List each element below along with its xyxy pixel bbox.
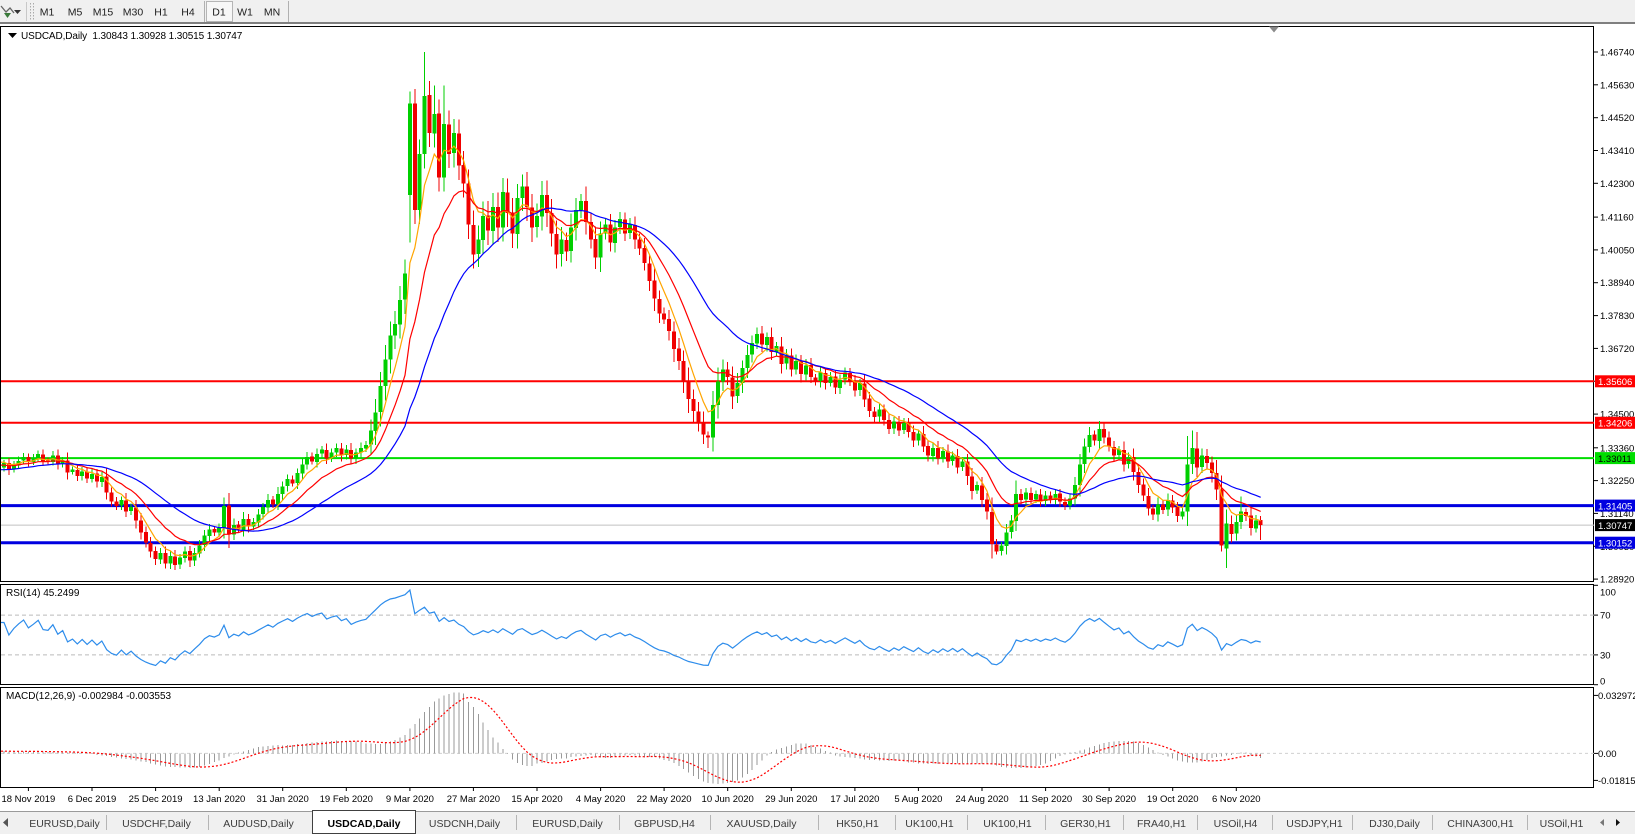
svg-text:EURUSD,Daily: EURUSD,Daily [29,818,100,830]
svg-text:70: 70 [1600,611,1611,622]
svg-text:1.43410: 1.43410 [1600,146,1634,157]
svg-text:USDJPY,H1: USDJPY,H1 [1286,818,1343,830]
svg-text:EURUSD,Daily: EURUSD,Daily [532,818,603,830]
svg-text:4 May 2020: 4 May 2020 [576,794,626,805]
svg-text:30 Sep 2020: 30 Sep 2020 [1082,794,1136,805]
svg-text:1.31405: 1.31405 [1598,501,1632,512]
svg-text:UK100,H1: UK100,H1 [983,818,1032,830]
svg-text:19 Feb 2020: 19 Feb 2020 [320,794,373,805]
svg-text:H1: H1 [154,7,168,19]
svg-text:1.33360: 1.33360 [1600,443,1634,454]
svg-text:22 May 2020: 22 May 2020 [637,794,692,805]
svg-text:30: 30 [1600,650,1611,661]
svg-text:MN: MN [264,7,280,19]
svg-text:10 Jun 2020: 10 Jun 2020 [702,794,754,805]
svg-text:M1: M1 [40,7,55,19]
svg-text:1.33011: 1.33011 [1598,454,1632,465]
svg-text:USDCAD,Daily 1.30843 1.30928: USDCAD,Daily 1.30843 1.30928 1.30515 1.3… [21,31,243,42]
svg-text:DJ30,Daily: DJ30,Daily [1369,818,1421,830]
svg-text:6 Dec 2019: 6 Dec 2019 [68,794,117,805]
svg-text:27 Mar 2020: 27 Mar 2020 [447,794,500,805]
svg-text:1.44520: 1.44520 [1600,113,1634,124]
svg-text:MACD(12,26,9) -0.002984 -0.003: MACD(12,26,9) -0.002984 -0.003553 [6,691,172,702]
svg-text:USDCHF,Daily: USDCHF,Daily [122,818,192,830]
svg-text:GER30,H1: GER30,H1 [1060,818,1111,830]
svg-text:0: 0 [1600,677,1605,688]
svg-text:M5: M5 [68,7,83,19]
svg-text:6 Nov 2020: 6 Nov 2020 [1212,794,1261,805]
svg-text:M30: M30 [123,7,144,19]
svg-text:18 Nov 2019: 18 Nov 2019 [1,794,55,805]
svg-text:31 Jan 2020: 31 Jan 2020 [257,794,309,805]
svg-text:HK50,H1: HK50,H1 [836,818,879,830]
svg-text:25 Dec 2019: 25 Dec 2019 [129,794,183,805]
svg-text:AUDUSD,Daily: AUDUSD,Daily [223,818,294,830]
svg-text:15 Apr 2020: 15 Apr 2020 [511,794,562,805]
svg-text:1.41160: 1.41160 [1600,213,1634,224]
svg-text:USOil,H1: USOil,H1 [1540,818,1584,830]
svg-text:5 Aug 2020: 5 Aug 2020 [894,794,942,805]
svg-text:1.30747: 1.30747 [1598,521,1632,532]
svg-text:USOil,H4: USOil,H4 [1214,818,1258,830]
svg-text:1.35606: 1.35606 [1598,377,1632,388]
svg-text:1.45630: 1.45630 [1600,80,1634,91]
svg-text:17 Jul 2020: 17 Jul 2020 [830,794,879,805]
svg-text:1.37830: 1.37830 [1600,311,1634,322]
svg-text:D1: D1 [212,7,226,19]
svg-text:19 Oct 2020: 19 Oct 2020 [1147,794,1199,805]
svg-text:11 Sep 2020: 11 Sep 2020 [1019,794,1072,805]
svg-text:1.31140: 1.31140 [1600,509,1634,520]
svg-text:CHINA300,H1: CHINA300,H1 [1447,818,1514,830]
svg-text:M15: M15 [93,7,114,19]
svg-text:1.34500: 1.34500 [1600,410,1634,421]
svg-text:24 Aug 2020: 24 Aug 2020 [955,794,1008,805]
svg-text:1.32250: 1.32250 [1600,476,1634,487]
svg-text:1.28920: 1.28920 [1600,575,1634,586]
svg-text:GBPUSD,H4: GBPUSD,H4 [634,818,695,830]
svg-text:0.00: 0.00 [1598,749,1617,760]
svg-text:1.40050: 1.40050 [1600,245,1634,256]
svg-text:29 Jun 2020: 29 Jun 2020 [765,794,817,805]
svg-text:H4: H4 [181,7,195,19]
svg-text:W1: W1 [237,7,253,19]
svg-text:1.34206: 1.34206 [1598,419,1632,430]
svg-text:1.42300: 1.42300 [1600,179,1634,190]
svg-text:FRA40,H1: FRA40,H1 [1137,818,1186,830]
svg-text:1.46740: 1.46740 [1600,48,1634,59]
svg-text:9 Mar 2020: 9 Mar 2020 [386,794,434,805]
svg-text:100: 100 [1600,588,1616,599]
svg-text:-0.01815: -0.01815 [1598,776,1635,787]
svg-text:0.032972: 0.032972 [1598,691,1635,702]
svg-text:1.30152: 1.30152 [1598,539,1632,550]
svg-text:USDCAD,Daily: USDCAD,Daily [328,818,401,830]
svg-text:1.38940: 1.38940 [1600,278,1634,289]
svg-text:RSI(14) 45.2499: RSI(14) 45.2499 [6,588,80,599]
svg-text:UK100,H1: UK100,H1 [905,818,954,830]
svg-text:XAUUSD,Daily: XAUUSD,Daily [726,818,797,830]
svg-text:1.36720: 1.36720 [1600,344,1634,355]
svg-text:13 Jan 2020: 13 Jan 2020 [193,794,245,805]
svg-text:USDCNH,Daily: USDCNH,Daily [429,818,501,830]
